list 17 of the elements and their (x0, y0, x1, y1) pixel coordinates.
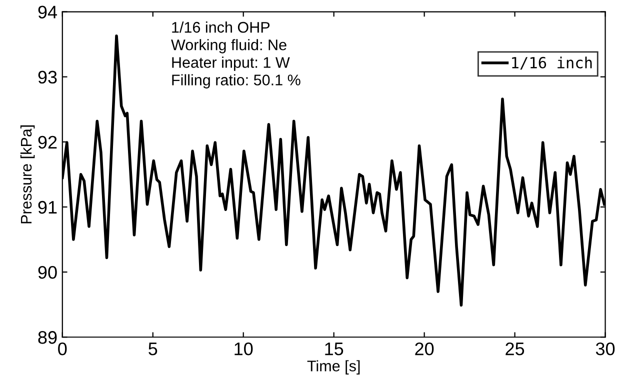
x-tick-label: 20 (415, 342, 434, 356)
x-tick-label: 30 (596, 342, 615, 356)
y-tick-label: 91 (38, 200, 57, 214)
y-tick-label: 90 (38, 266, 57, 279)
x-tick-label: 0 (58, 342, 67, 356)
x-tick-label: 15 (325, 342, 344, 356)
annotation: 1/16 inch OHP Working fluid: Ne Heater input: 1 W Filling ratio: 50.1 % (171, 22, 300, 88)
x-tick-label: 5 (148, 342, 158, 356)
legend-label: 1/16 inch (512, 56, 592, 70)
y-tick-label: 92 (38, 136, 57, 149)
y-axis-title: Pressure [kPa] (20, 125, 35, 224)
x-tick-label: 25 (506, 342, 524, 356)
x-tick-label: 10 (234, 342, 253, 356)
x-axis-title: Time [s] (307, 360, 360, 374)
y-tick-label: 89 (38, 331, 57, 344)
y-tick-label: 93 (38, 70, 57, 84)
y-tick-label: 94 (38, 6, 58, 18)
